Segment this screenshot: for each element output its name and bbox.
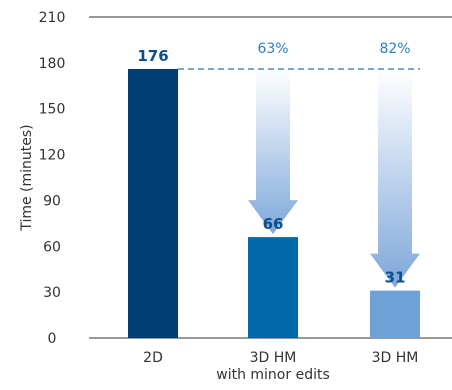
x-category-label: 3D HM: [250, 350, 297, 366]
bar: [248, 237, 298, 338]
y-tick-label: 90: [43, 193, 61, 209]
y-tick-label: 150: [39, 102, 66, 118]
bar-value-label: 66: [263, 215, 284, 233]
y-tick-label: 0: [48, 331, 57, 347]
reduction-percent-label: 63%: [257, 41, 288, 57]
reduction-percent-label: 82%: [379, 41, 410, 57]
bar-value-label: 31: [385, 269, 406, 287]
bar: [128, 68, 178, 338]
y-axis-title: Time (minutes): [19, 124, 35, 231]
bar-value-label: 176: [137, 47, 168, 65]
y-tick-label: 60: [43, 239, 61, 255]
x-category-label: 3D HM: [372, 350, 419, 366]
y-tick-label: 30: [43, 285, 61, 301]
y-tick-label: 120: [39, 148, 66, 164]
x-category-label: with minor edits: [216, 367, 330, 383]
y-tick-label: 180: [39, 56, 66, 72]
reduction-arrow: [370, 68, 420, 288]
reduction-arrow: [248, 68, 298, 235]
x-category-label: 2D: [143, 350, 163, 366]
y-tick-label: 210: [39, 10, 66, 26]
bar: [370, 290, 420, 338]
